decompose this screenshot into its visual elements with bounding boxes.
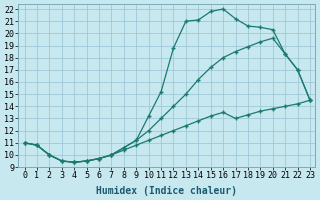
X-axis label: Humidex (Indice chaleur): Humidex (Indice chaleur) <box>96 186 237 196</box>
